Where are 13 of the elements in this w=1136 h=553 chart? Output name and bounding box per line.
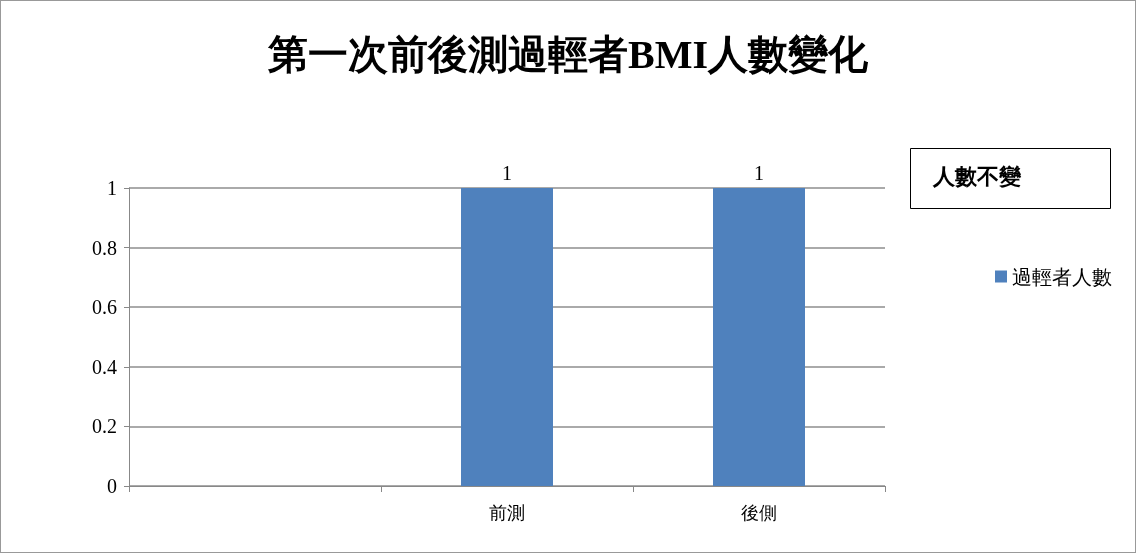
y-tick-label: 0.6 xyxy=(92,296,117,319)
x-tick-label: 前測 xyxy=(489,503,525,523)
text: 人數不變 xyxy=(931,164,1022,189)
chart-title: 第一次前後測過輕者BMI人數變化 xyxy=(267,31,869,77)
data-label: 1 xyxy=(502,162,512,184)
legend-label: 過輕者人數 xyxy=(1012,265,1112,288)
data-label: 1 xyxy=(754,162,764,184)
y-tick-label: 1 xyxy=(107,177,117,199)
x-tick-label: 後側 xyxy=(741,503,777,523)
y-tick-label: 0.2 xyxy=(92,415,117,438)
y-tick-label: 0.4 xyxy=(92,355,117,378)
y-tick-label: 0.8 xyxy=(92,236,117,259)
y-tick-label: 0 xyxy=(107,475,117,497)
